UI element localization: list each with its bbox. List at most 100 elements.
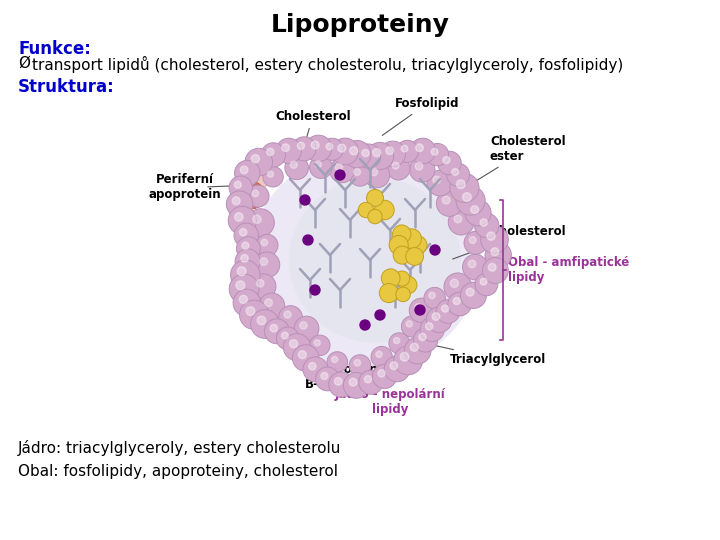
Circle shape xyxy=(226,191,253,217)
Circle shape xyxy=(276,138,302,164)
Circle shape xyxy=(433,176,441,184)
Circle shape xyxy=(354,168,361,176)
Circle shape xyxy=(456,186,485,215)
Circle shape xyxy=(406,321,413,327)
Circle shape xyxy=(409,298,433,322)
Circle shape xyxy=(395,271,410,286)
Text: Jádro: triacylglyceroly, estery cholesterolu: Jádro: triacylglyceroly, estery choleste… xyxy=(18,440,341,456)
Circle shape xyxy=(259,293,284,319)
Circle shape xyxy=(409,236,427,254)
Circle shape xyxy=(332,138,359,165)
Circle shape xyxy=(436,300,460,323)
Circle shape xyxy=(441,305,449,312)
Circle shape xyxy=(297,142,305,150)
Circle shape xyxy=(432,313,440,320)
Circle shape xyxy=(394,346,423,375)
Circle shape xyxy=(364,163,390,188)
Circle shape xyxy=(310,335,330,356)
Circle shape xyxy=(240,228,247,236)
Circle shape xyxy=(450,173,479,202)
Circle shape xyxy=(315,161,321,168)
Circle shape xyxy=(310,285,320,295)
Circle shape xyxy=(263,166,283,187)
Circle shape xyxy=(480,219,487,226)
Circle shape xyxy=(426,307,452,333)
Circle shape xyxy=(311,141,319,149)
Circle shape xyxy=(420,317,444,341)
Circle shape xyxy=(436,191,462,217)
Circle shape xyxy=(410,157,435,182)
Circle shape xyxy=(282,144,289,151)
Circle shape xyxy=(438,151,462,175)
Circle shape xyxy=(359,202,374,218)
Circle shape xyxy=(415,305,425,315)
Circle shape xyxy=(387,157,410,180)
Circle shape xyxy=(254,252,280,278)
Circle shape xyxy=(332,356,338,362)
Circle shape xyxy=(389,333,410,354)
Circle shape xyxy=(419,333,426,341)
Circle shape xyxy=(401,145,408,152)
Circle shape xyxy=(444,273,472,301)
Circle shape xyxy=(270,325,277,332)
Text: Obal - amfipatické
lipidy: Obal - amfipatické lipidy xyxy=(508,256,629,284)
Circle shape xyxy=(235,160,260,186)
Circle shape xyxy=(329,372,354,397)
Circle shape xyxy=(451,168,459,176)
Circle shape xyxy=(228,206,256,234)
Circle shape xyxy=(303,235,313,245)
Circle shape xyxy=(430,245,440,255)
Circle shape xyxy=(386,147,394,154)
Circle shape xyxy=(375,310,385,320)
Circle shape xyxy=(400,276,417,294)
Circle shape xyxy=(429,292,435,299)
Circle shape xyxy=(427,170,453,196)
Circle shape xyxy=(279,306,302,329)
Circle shape xyxy=(393,246,411,264)
Circle shape xyxy=(462,193,472,201)
Circle shape xyxy=(394,338,400,344)
Circle shape xyxy=(454,215,462,223)
Circle shape xyxy=(300,195,310,205)
Circle shape xyxy=(343,140,371,168)
Circle shape xyxy=(251,274,276,299)
Circle shape xyxy=(384,356,410,382)
Circle shape xyxy=(360,320,370,330)
Circle shape xyxy=(235,213,243,221)
Circle shape xyxy=(372,148,381,157)
Circle shape xyxy=(236,281,245,290)
Circle shape xyxy=(253,215,261,224)
Circle shape xyxy=(330,158,354,183)
Circle shape xyxy=(284,311,291,318)
Circle shape xyxy=(379,284,398,302)
Ellipse shape xyxy=(234,181,266,209)
Circle shape xyxy=(235,249,260,274)
Circle shape xyxy=(415,303,422,311)
Circle shape xyxy=(246,307,255,315)
Circle shape xyxy=(392,162,399,169)
Circle shape xyxy=(310,156,332,178)
Circle shape xyxy=(229,176,253,199)
Circle shape xyxy=(292,137,316,161)
Circle shape xyxy=(396,140,418,163)
Circle shape xyxy=(405,338,431,364)
Circle shape xyxy=(289,340,297,348)
Circle shape xyxy=(446,163,469,186)
Circle shape xyxy=(443,157,450,164)
Circle shape xyxy=(449,210,474,235)
Circle shape xyxy=(376,351,382,357)
Circle shape xyxy=(475,273,498,296)
Circle shape xyxy=(368,210,382,224)
Circle shape xyxy=(366,190,384,206)
Circle shape xyxy=(234,223,258,247)
Circle shape xyxy=(481,226,508,253)
Circle shape xyxy=(410,138,436,164)
Circle shape xyxy=(257,316,266,325)
Circle shape xyxy=(251,309,279,339)
Circle shape xyxy=(415,163,423,170)
Ellipse shape xyxy=(250,152,480,368)
Circle shape xyxy=(413,328,438,352)
Circle shape xyxy=(321,373,328,380)
Circle shape xyxy=(410,343,418,352)
Text: Cholesterol: Cholesterol xyxy=(453,225,566,259)
